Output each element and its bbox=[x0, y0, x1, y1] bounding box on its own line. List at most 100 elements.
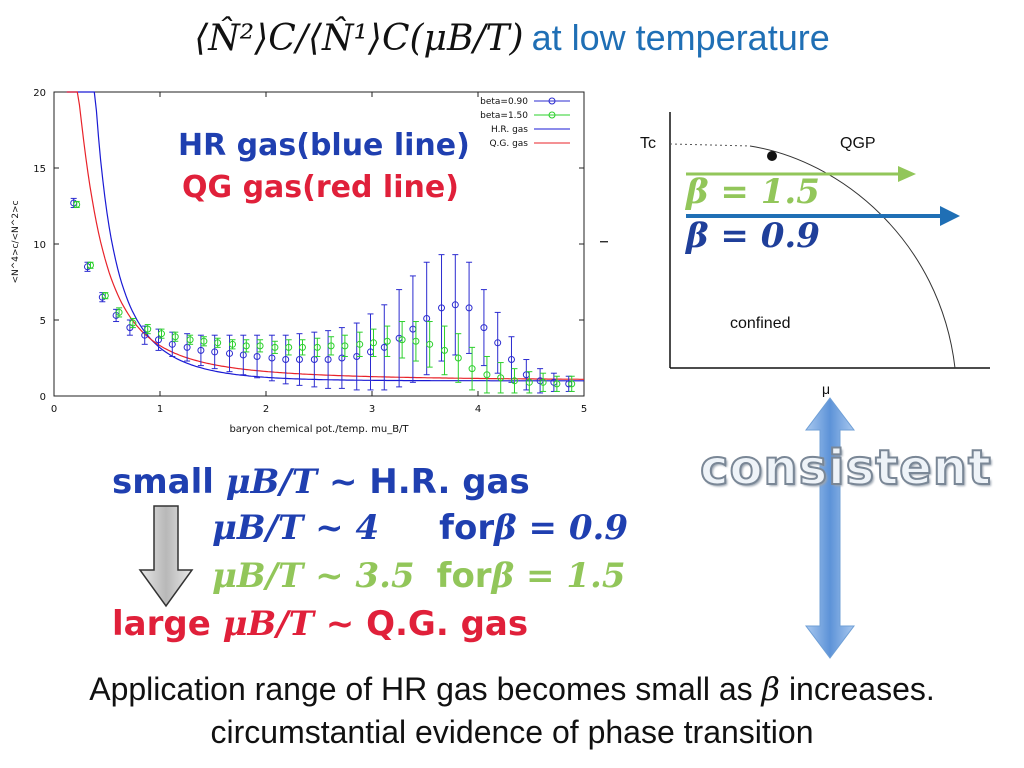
series-1-point bbox=[398, 336, 406, 344]
x-tick-label: 3 bbox=[369, 404, 375, 415]
range-beta09-math: μB/T ~ 4 bbox=[212, 508, 380, 548]
range-beta15-beta: β = 1.5 bbox=[491, 556, 626, 596]
plot-series bbox=[70, 197, 576, 394]
series-1-point bbox=[73, 200, 81, 208]
phase-beta15-label: β = 1.5 bbox=[686, 172, 820, 212]
series-0-point bbox=[324, 356, 332, 364]
series-0-point bbox=[253, 352, 261, 360]
phase-crossover-line bbox=[669, 143, 751, 147]
title-formula: ⟨N̂²⟩C/⟨N̂¹⟩C(μB/T) bbox=[194, 18, 524, 59]
series-0-point bbox=[338, 354, 346, 362]
phase-beta09-label: β = 0.9 bbox=[686, 216, 820, 256]
series-0-point bbox=[268, 354, 276, 362]
series-1-point bbox=[370, 339, 377, 347]
series-1-point bbox=[229, 340, 237, 348]
double-arrow-shape bbox=[805, 397, 855, 659]
arrow-beta09-head bbox=[940, 206, 960, 226]
legend-label-qg: Q.G. gas bbox=[489, 139, 528, 149]
y-tick-label: 10 bbox=[33, 240, 46, 251]
series-1-point bbox=[341, 342, 349, 350]
series-1-point bbox=[86, 261, 94, 269]
series-1-point bbox=[553, 380, 561, 388]
plot-x-axis-label: baryon chemical pot./temp. mu_B/T bbox=[229, 424, 409, 435]
series-1-point bbox=[356, 340, 364, 348]
series-1-point bbox=[497, 374, 505, 382]
series-1-point bbox=[313, 343, 321, 351]
range-beta15-math: μB/T ~ 3.5 bbox=[212, 556, 415, 596]
series-0-point bbox=[155, 336, 162, 344]
series-1-point bbox=[327, 342, 335, 350]
series-1-point bbox=[144, 325, 152, 333]
phase-tc-label: Tc bbox=[640, 135, 656, 152]
series-1-point bbox=[568, 380, 576, 388]
series-1-point bbox=[115, 308, 123, 316]
phase-confined-label: confined bbox=[730, 315, 791, 332]
range-large-prefix: large bbox=[112, 604, 223, 644]
plot-legend: beta=0.90 beta=1.50 H.R. gas Q.G. gas bbox=[480, 97, 570, 149]
series-0-point bbox=[494, 339, 502, 347]
series-1-point bbox=[483, 371, 491, 379]
title-suffix: at low temperature bbox=[531, 17, 830, 58]
plot-y-axis-label: <N^4>c/<N^2>c bbox=[11, 200, 21, 283]
y-tick-label: 5 bbox=[40, 316, 46, 327]
range-small-prefix: small bbox=[112, 462, 226, 502]
legend-marker-beta090 bbox=[548, 97, 556, 105]
series-0-point bbox=[226, 349, 234, 357]
qg-gas-overlay: QG gas(red line) bbox=[182, 170, 459, 205]
conclusion-line-2: circumstantial evidence of phase transit… bbox=[210, 714, 814, 750]
range-large: large μB/T ~ Q.G. gas bbox=[112, 604, 528, 644]
series-1-point bbox=[129, 319, 137, 327]
series-1-point bbox=[271, 343, 279, 351]
range-small-suffix: ~ H.R. gas bbox=[317, 462, 530, 502]
series-1-point bbox=[186, 336, 194, 344]
conclusion-line-1: Application range of HR gas becomes smal… bbox=[0, 670, 1024, 708]
arrow-beta15-head bbox=[898, 166, 916, 182]
phase-t-axis-label: T bbox=[600, 237, 611, 246]
range-small-math: μB/T bbox=[225, 462, 318, 502]
range-large-suffix: ~ Q.G. gas bbox=[313, 604, 529, 644]
series-1-point bbox=[412, 337, 420, 345]
series-1-point bbox=[525, 378, 533, 386]
series-0-point bbox=[507, 356, 515, 364]
range-beta15-for: for bbox=[436, 556, 492, 596]
phase-qgp-label: QGP bbox=[840, 135, 876, 152]
series-0-point bbox=[211, 348, 219, 356]
conclusion-line-1-pre: Application range of HR gas becomes smal… bbox=[89, 671, 762, 707]
series-1-point bbox=[242, 342, 250, 350]
slide-title: ⟨N̂²⟩C/⟨N̂¹⟩C(μB/T) at low temperature bbox=[0, 8, 1024, 69]
conclusion-line-1-beta: β bbox=[761, 670, 781, 708]
series-0-point bbox=[451, 301, 459, 309]
series-1-point bbox=[158, 330, 165, 338]
y-tick-label: 20 bbox=[33, 88, 46, 99]
series-1-point bbox=[285, 343, 293, 351]
y-tick-label: 15 bbox=[33, 164, 46, 175]
gray-down-arrow-shape bbox=[138, 505, 194, 608]
arrow-beta15 bbox=[686, 166, 916, 182]
ratio-plot-svg: 0 1 2 3 4 5 0 5 10 15 20 <N^4>c/<N^2>c baryon chem… bbox=[11, 88, 587, 435]
series-1-point bbox=[468, 365, 476, 373]
series-1-point bbox=[101, 292, 109, 300]
series-0-point bbox=[480, 324, 488, 332]
range-large-math: μB/T bbox=[222, 604, 314, 644]
series-0-point bbox=[295, 356, 303, 364]
conclusion-line-1-post: increases. bbox=[780, 671, 935, 707]
arrow-beta09 bbox=[686, 206, 960, 226]
range-beta15: μB/T ~ 3.5 for β = 1.5 bbox=[212, 556, 625, 596]
series-0-point bbox=[282, 356, 290, 364]
consistent-double-arrow bbox=[805, 397, 855, 659]
series-0-point bbox=[197, 346, 205, 354]
hr-gas-overlay: HR gas(blue line) bbox=[178, 128, 470, 163]
x-tick-label: 1 bbox=[157, 404, 163, 415]
y-tick-label: 0 bbox=[40, 392, 46, 403]
ratio-plot: 0 1 2 3 4 5 0 5 10 15 20 <N^4>c/<N^2>c baryon chem… bbox=[0, 82, 600, 442]
legend-label-beta150: beta=1.50 bbox=[480, 111, 528, 121]
series-1-point bbox=[256, 342, 264, 350]
series-1-point bbox=[298, 343, 306, 351]
x-tick-label: 2 bbox=[263, 404, 269, 415]
range-small: small μB/T ~ H.R. gas bbox=[112, 462, 530, 502]
series-0-point bbox=[438, 304, 446, 312]
series-0-point bbox=[141, 331, 149, 339]
range-beta09-beta: β = 0.9 bbox=[494, 508, 628, 548]
series-1-point bbox=[539, 378, 547, 386]
series-1-point bbox=[454, 354, 462, 362]
